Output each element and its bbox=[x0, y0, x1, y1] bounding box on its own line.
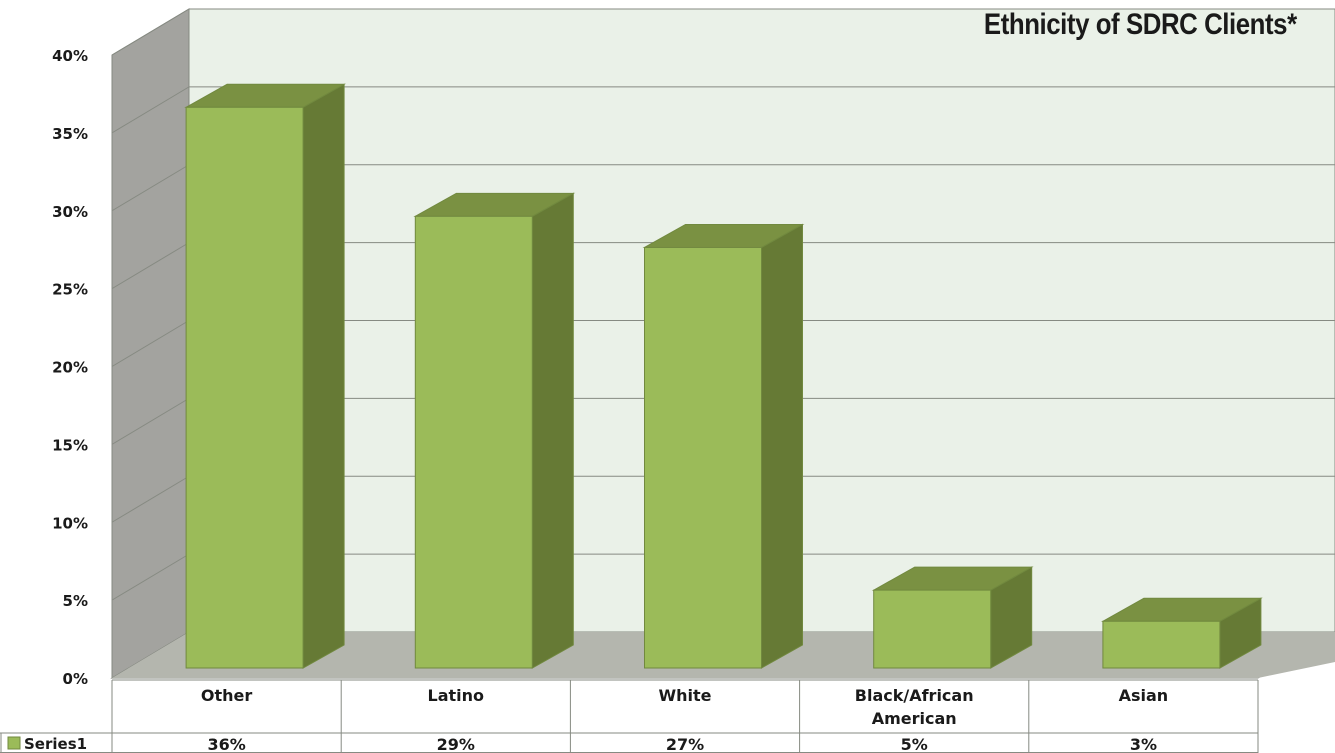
gridline-side bbox=[111, 8, 190, 56]
gridline-side bbox=[111, 320, 190, 367]
legend-swatch bbox=[7, 736, 21, 750]
x-category-label: Black/African bbox=[855, 686, 974, 705]
legend-series-label: Series1 bbox=[24, 735, 87, 753]
x-category-label: Asian bbox=[1119, 686, 1169, 705]
y-tick-label: 0% bbox=[63, 670, 88, 688]
data-table-bg bbox=[112, 680, 1258, 753]
gridline-side bbox=[111, 86, 190, 134]
bar bbox=[1102, 620, 1221, 669]
gridline-side bbox=[111, 164, 190, 212]
gridline-side bbox=[111, 397, 190, 445]
data-label: 5% bbox=[901, 735, 928, 753]
bar-side bbox=[302, 83, 345, 669]
bar bbox=[185, 106, 304, 669]
gridline-side bbox=[111, 242, 190, 290]
chart-title: Ethnicity of SDRC Clients* bbox=[984, 8, 1297, 41]
x-category-label: Latino bbox=[428, 686, 485, 705]
y-tick-label: 10% bbox=[52, 514, 88, 532]
gridline-side bbox=[111, 553, 190, 601]
bar bbox=[873, 589, 992, 669]
bar-side bbox=[761, 223, 803, 669]
y-tick-label: 5% bbox=[63, 592, 88, 610]
x-category-label: American bbox=[872, 709, 957, 728]
x-category-label: Other bbox=[201, 686, 252, 705]
y-tick-label: 25% bbox=[52, 281, 88, 299]
gridline-side bbox=[111, 475, 190, 523]
y-tick-label: 15% bbox=[52, 436, 88, 454]
y-tick-label: 30% bbox=[52, 203, 88, 221]
y-tick-label: 40% bbox=[52, 47, 88, 65]
bar-side bbox=[531, 192, 574, 669]
bar bbox=[644, 246, 762, 669]
data-label: 27% bbox=[666, 735, 704, 753]
data-label: 36% bbox=[207, 735, 245, 753]
data-label: 3% bbox=[1130, 735, 1157, 753]
y-tick-label: 20% bbox=[52, 359, 88, 377]
y-tick-label: 35% bbox=[52, 125, 88, 143]
x-category-label: White bbox=[658, 686, 711, 705]
data-label: 29% bbox=[437, 735, 475, 753]
bar bbox=[414, 215, 533, 669]
